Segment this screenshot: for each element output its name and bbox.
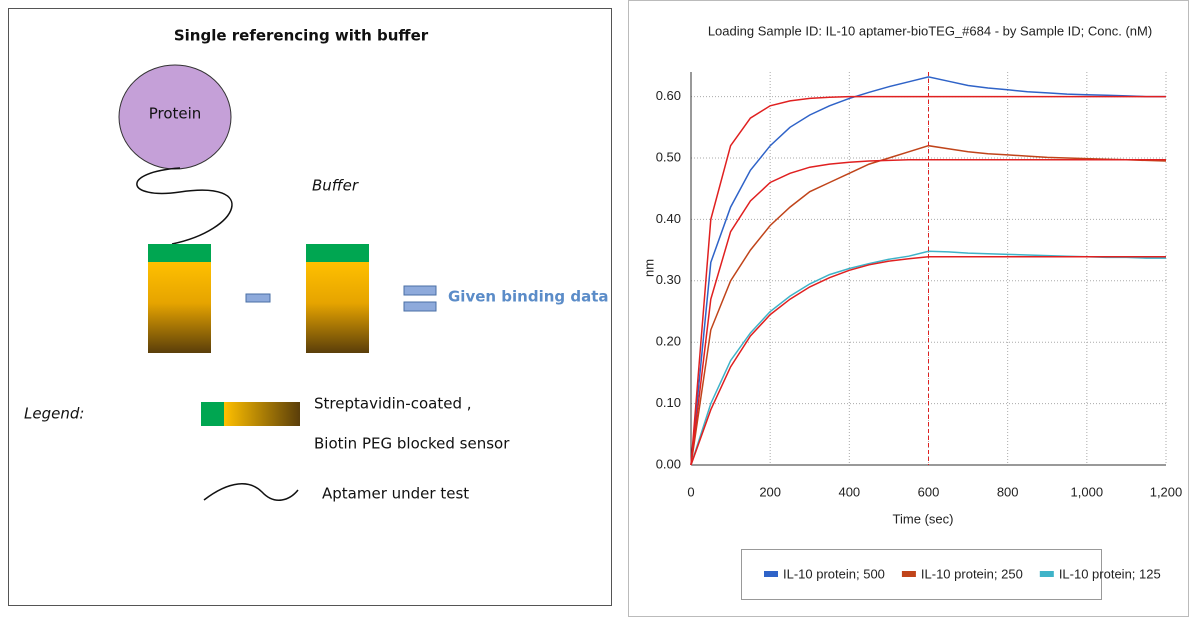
y-axis-label: nm (641, 259, 656, 277)
y-tick-label: 0.10 (656, 395, 681, 410)
legend-swatch (764, 571, 778, 577)
buffer-label: Buffer (312, 177, 359, 195)
legend-sensor-text: Biotin PEG blocked sensor (314, 435, 510, 453)
equals-sign (404, 286, 436, 295)
legend-cap (201, 402, 224, 426)
y-tick-label: 0.40 (656, 211, 681, 226)
x-tick-label: 1,000 (1071, 484, 1104, 499)
x-tick-label: 200 (759, 484, 781, 499)
protein-label: Protein (149, 105, 202, 123)
x-tick-label: 600 (918, 484, 940, 499)
x-axis-label: Time (sec) (893, 511, 954, 526)
y-tick-label: 0.50 (656, 149, 681, 164)
result-label: Given binding data (448, 288, 609, 306)
diagram-title: Single referencing with buffer (174, 27, 429, 45)
y-tick-label: 0.30 (656, 272, 681, 287)
x-tick-label: 400 (838, 484, 860, 499)
x-tick-label: 1,200 (1150, 484, 1183, 499)
sensor (306, 262, 369, 353)
y-tick-label: 0.00 (656, 456, 681, 471)
legend-aptamer-text: Aptamer under test (322, 485, 469, 503)
sensor-cap (148, 244, 211, 262)
sensor (148, 262, 211, 353)
legend-entry: IL-10 protein; 250 (921, 566, 1023, 581)
minus-sign (246, 294, 270, 302)
legend-label: Legend: (24, 405, 84, 423)
equals-sign (404, 302, 436, 311)
legend-swatch (1040, 571, 1054, 577)
sensor-cap (306, 244, 369, 262)
legend-swatch (902, 571, 916, 577)
legend-sensor (224, 402, 300, 426)
diagram-panel: Single referencing with buffer Protein B… (9, 9, 612, 606)
y-tick-label: 0.20 (656, 334, 681, 349)
chart-title: Loading Sample ID: IL-10 aptamer-bioTEG_… (708, 23, 1152, 38)
legend-entry: IL-10 protein; 125 (1059, 566, 1161, 581)
legend-sensor-text: Streptavidin-coated , (314, 395, 472, 413)
x-tick-label: 800 (997, 484, 1019, 499)
page: Single referencing with buffer Protein B… (0, 0, 1189, 617)
y-tick-label: 0.60 (656, 88, 681, 103)
x-tick-label: 0 (687, 484, 694, 499)
legend-entry: IL-10 protein; 500 (783, 566, 885, 581)
